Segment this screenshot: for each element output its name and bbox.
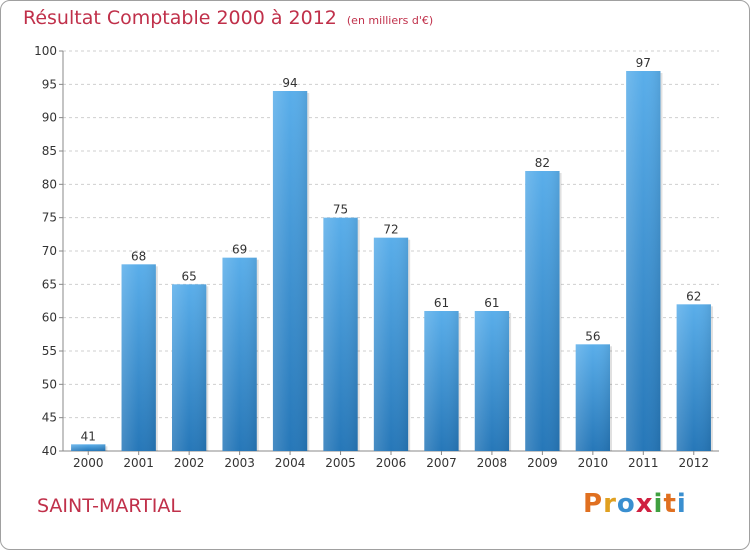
logo-letter: i bbox=[653, 489, 664, 519]
y-tick-label: 75 bbox=[42, 211, 57, 225]
bar-value-label: 97 bbox=[636, 56, 651, 70]
y-tick-label: 95 bbox=[42, 77, 57, 91]
y-tick-label: 55 bbox=[42, 344, 57, 358]
bar-value-label: 61 bbox=[434, 296, 449, 310]
y-tick-label: 80 bbox=[42, 177, 57, 191]
axis-layer: 40 45 50 55 60 65 70 75 80 85 90 95 100 bbox=[34, 44, 719, 458]
y-tick-label: 100 bbox=[34, 44, 57, 58]
bar-sheen bbox=[373, 237, 409, 451]
x-tick-label: 2002 bbox=[174, 456, 205, 470]
bar-sheen bbox=[171, 284, 207, 451]
x-tick-label: 2000 bbox=[73, 456, 104, 470]
bar-sheen bbox=[424, 311, 459, 451]
y-tick-label: 85 bbox=[42, 144, 57, 158]
bar-value-label: 56 bbox=[585, 329, 600, 343]
logo-letter: o bbox=[616, 489, 636, 519]
bar-sheen bbox=[272, 91, 308, 451]
bar-value-label: 68 bbox=[131, 249, 146, 263]
bar-layer bbox=[71, 71, 713, 451]
logo-letter: t bbox=[663, 489, 677, 519]
x-tick-label: 2003 bbox=[224, 456, 255, 470]
bar-sheen bbox=[222, 257, 257, 451]
y-tick-label: 60 bbox=[42, 311, 57, 325]
x-tick-label: 2011 bbox=[628, 456, 659, 470]
x-tick-label: 2006 bbox=[376, 456, 407, 470]
x-tick-label: 2012 bbox=[678, 456, 709, 470]
bar-value-label: 62 bbox=[686, 289, 701, 303]
commune-name: SAINT-MARTIAL bbox=[37, 495, 181, 517]
chart-title: Résultat Comptable 2000 à 2012 bbox=[23, 7, 337, 29]
bar-value-label: 94 bbox=[282, 76, 297, 90]
bar-sheen bbox=[474, 311, 510, 451]
x-tick-label: 2008 bbox=[477, 456, 508, 470]
bar-value-label: 61 bbox=[484, 296, 499, 310]
x-tick-label: 2004 bbox=[275, 456, 306, 470]
logo-letter: r bbox=[603, 489, 617, 519]
y-tick-label: 50 bbox=[42, 377, 57, 391]
bar-value-label: 75 bbox=[333, 203, 348, 217]
bar-value-label: 65 bbox=[182, 269, 197, 283]
logo-letter: x bbox=[635, 489, 654, 519]
y-tick-label: 90 bbox=[42, 111, 57, 125]
bar-sheen bbox=[121, 264, 156, 451]
y-tick-label: 65 bbox=[42, 277, 57, 291]
proxiti-logo: Proxiti bbox=[583, 489, 687, 519]
title-row: Résultat Comptable 2000 à 2012 (en millie… bbox=[23, 7, 433, 29]
bar-value-label: 82 bbox=[535, 156, 550, 170]
bar-sheen bbox=[525, 171, 560, 451]
y-tick-label: 70 bbox=[42, 244, 57, 258]
y-tick-label: 45 bbox=[42, 411, 57, 425]
x-tick-label: 2010 bbox=[578, 456, 609, 470]
bar-sheen bbox=[323, 217, 358, 451]
bar-value-label: 41 bbox=[81, 429, 96, 443]
logo-letter: P bbox=[583, 489, 604, 519]
bar-sheen bbox=[626, 71, 661, 451]
label-layer: 41 2000 68 2001 65 2002 69 2003 94 2004 75 2005 72 20… bbox=[73, 56, 709, 470]
logo-letter: i bbox=[676, 489, 687, 519]
bar-sheen bbox=[575, 344, 611, 451]
bar-sheen bbox=[676, 304, 711, 451]
bar-sheen bbox=[71, 444, 106, 451]
x-tick-label: 2005 bbox=[325, 456, 356, 470]
x-tick-label: 2001 bbox=[123, 456, 154, 470]
x-tick-label: 2009 bbox=[527, 456, 558, 470]
bar-value-label: 69 bbox=[232, 243, 247, 257]
y-tick-label: 40 bbox=[42, 444, 57, 458]
chart-subtitle: (en milliers d'€) bbox=[346, 14, 434, 27]
bar-value-label: 72 bbox=[383, 223, 398, 237]
x-tick-label: 2007 bbox=[426, 456, 457, 470]
